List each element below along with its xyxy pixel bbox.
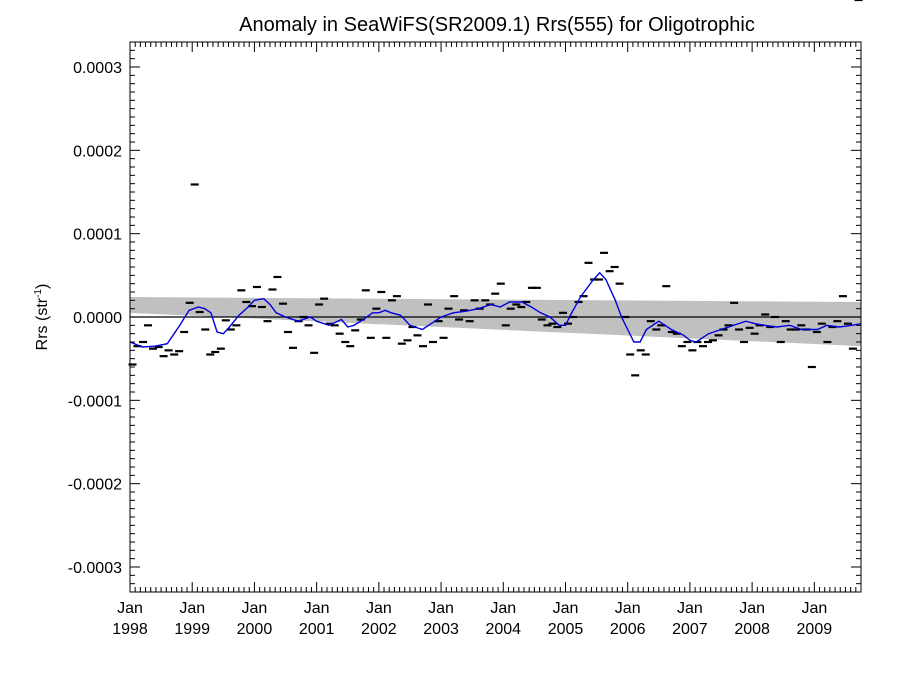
x-tick-year-label: 2001 — [299, 621, 335, 638]
x-tick-month-label: Jan — [677, 600, 703, 617]
x-tick-year-label: 1999 — [174, 621, 210, 638]
x-tick-month-label: Jan — [117, 600, 143, 617]
y-axis-label: Rrs (str-1) — [33, 284, 51, 351]
x-tick-month-label: Jan — [801, 600, 827, 617]
x-tick-month-label: Jan — [242, 600, 268, 617]
x-tick-month-label: Jan — [179, 600, 205, 617]
y-tick-label: -0.0002 — [68, 477, 122, 494]
x-tick-month-label: Jan — [304, 600, 330, 617]
plot-area: -0.0003 -0.0002 -0.0001 0.0000 0.0001 0.0002 0… — [68, 0, 863, 638]
smooth-series-line — [129, 271, 862, 348]
y-axis-label-text: Rrs (str — [34, 297, 51, 350]
y-axis-label-superscript: -1 — [33, 289, 44, 298]
y-tick-label: -0.0001 — [68, 393, 122, 410]
confidence-band — [130, 297, 861, 347]
x-tick-year-label: 2006 — [610, 621, 646, 638]
x-tick-year-label: 2008 — [734, 621, 770, 638]
x-tick-year-label: 2003 — [423, 621, 459, 638]
x-tick-year-label: 2000 — [237, 621, 273, 638]
y-tick-label: -0.0003 — [68, 560, 122, 577]
y-tick-label: 0.0003 — [73, 60, 122, 77]
y-tick-label: 0.0001 — [73, 227, 122, 244]
chart-title: Anomaly in SeaWiFS(SR2009.1) Rrs(555) fo… — [239, 14, 755, 36]
x-tick-year-label: 2004 — [485, 621, 521, 638]
x-tick-year-label: 1998 — [112, 621, 148, 638]
x-tick-month-label: Jan — [366, 600, 392, 617]
x-tick-month-label: Jan — [739, 600, 765, 617]
x-tick-year-label: 2002 — [361, 621, 397, 638]
x-tick-month-label: Jan — [428, 600, 454, 617]
x-tick-year-label: 2005 — [548, 621, 584, 638]
y-axis-label-close: ) — [34, 284, 51, 289]
x-tick-month-label: Jan — [553, 600, 579, 617]
y-tick-label: 0.0002 — [73, 143, 122, 160]
x-tick-month-label: Jan — [615, 600, 641, 617]
x-tick-month-label: Jan — [490, 600, 516, 617]
x-tick-year-label: 2009 — [797, 621, 833, 638]
x-tick-year-label: 2007 — [672, 621, 708, 638]
y-tick-label: 0.0000 — [73, 310, 122, 327]
